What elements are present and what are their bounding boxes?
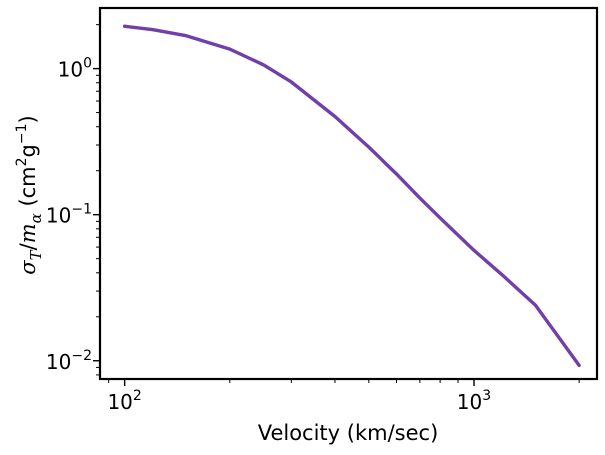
y-label-g-exp: −1: [14, 123, 30, 144]
tick-label-base: 10: [58, 58, 83, 82]
y-tick-label: 10−1: [46, 202, 92, 228]
minor-ticks: [96, 24, 580, 383]
y-label-sigma: σ: [16, 260, 40, 275]
y-label-units-open: (cm: [16, 166, 40, 213]
y-label-cm-exp: 2: [14, 157, 30, 166]
y-label-units-close: ): [16, 115, 40, 123]
x-tick-label: 103: [457, 388, 491, 414]
major-ticks: [93, 67, 475, 386]
tick-label-exponent: 0: [83, 56, 92, 72]
tick-label-base: 10: [46, 204, 71, 228]
tick-label-base: 10: [457, 390, 482, 414]
y-tick-label: 100: [58, 56, 92, 82]
y-label-m: m: [16, 223, 40, 243]
x-axis-label: Velocity (km/sec): [258, 421, 439, 445]
series-layer: [122, 24, 581, 368]
tick-label-exponent: −1: [71, 202, 92, 218]
y-label-g: g: [16, 144, 40, 157]
y-label-m-sub: α: [27, 213, 45, 223]
tick-label-base: 10: [107, 390, 132, 414]
tick-label-exponent: 3: [482, 388, 491, 404]
x-tick-label: 102: [107, 388, 141, 414]
tick-label-exponent: −2: [71, 348, 92, 364]
plot-frame: [98, 6, 599, 381]
y-label-sigma-sub: T: [27, 249, 45, 260]
series-line: [122, 24, 581, 368]
y-label-slash: /: [16, 242, 40, 250]
y-tick-label: 10−2: [46, 348, 92, 374]
tick-label-exponent: 2: [133, 388, 142, 404]
y-axis-label: σT/mα (cm2g−1): [14, 115, 45, 274]
tick-label-base: 10: [46, 350, 71, 374]
